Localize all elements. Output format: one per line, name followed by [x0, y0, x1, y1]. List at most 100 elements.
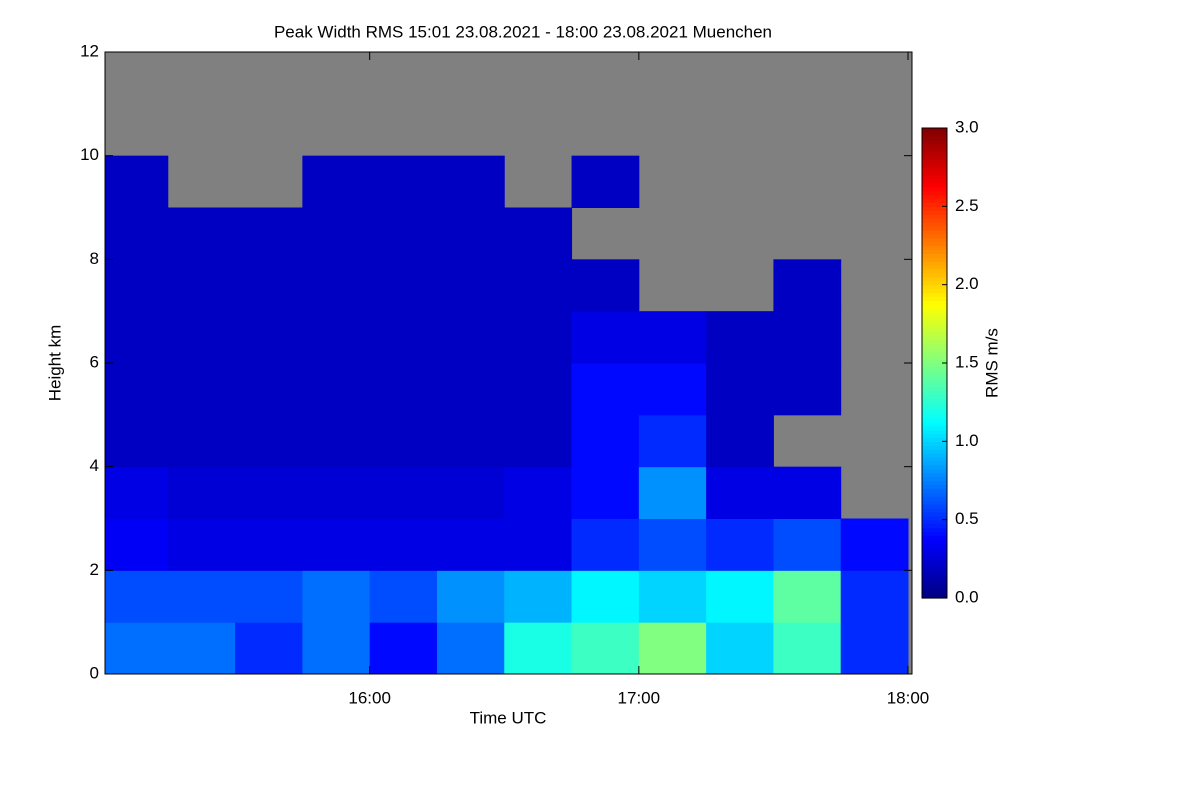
y-tick-label: 8 [90, 249, 99, 268]
colorbar-gradient [922, 182, 947, 188]
colorbar-gradient [922, 398, 947, 403]
colorbar-gradient [922, 343, 947, 348]
heatmap-cell [369, 259, 438, 312]
heatmap-cell [436, 518, 505, 571]
heatmap-cell [638, 414, 707, 468]
colorbar-gradient [922, 570, 947, 576]
colorbar-gradient [922, 472, 947, 478]
heatmap-cell [167, 622, 236, 675]
colorbar-gradient [922, 202, 947, 207]
heatmap-cell [302, 518, 371, 571]
heatmap-cell [302, 570, 371, 623]
colorbar-gradient [922, 519, 947, 525]
heatmap-cell [302, 311, 371, 364]
colorbar-gradient [922, 335, 947, 341]
heatmap-cell [105, 570, 169, 623]
heatmap-cell [436, 622, 505, 675]
colorbar-gradient [922, 594, 947, 599]
colorbar-gradient [922, 128, 947, 133]
heatmap-cell [571, 518, 640, 571]
colorbar-gradient [922, 492, 947, 497]
heatmap-cell [235, 207, 303, 260]
heatmap-cell [302, 622, 371, 675]
heatmap-cell [504, 466, 573, 519]
colorbar-gradient [922, 535, 947, 540]
colorbar-gradient [922, 480, 947, 486]
heatmap-cell [773, 518, 842, 571]
colorbar-gradient [922, 218, 947, 223]
colorbar-gradient [922, 175, 947, 180]
colorbar-gradient [922, 378, 947, 384]
heatmap-cell [638, 518, 707, 571]
colorbar-gradient [922, 233, 947, 239]
colorbar-gradient [922, 135, 947, 141]
heatmap-cell [504, 363, 573, 416]
heatmap-cell [105, 155, 169, 208]
heatmap-cell [235, 363, 303, 416]
colorbar-gradient [922, 253, 947, 258]
colorbar-gradient [922, 210, 947, 215]
colorbar-gradient [922, 374, 947, 380]
colorbar-gradient [922, 190, 947, 196]
heatmap-cell [436, 570, 505, 623]
heatmap-cell [706, 363, 774, 416]
heatmap-cell [167, 207, 236, 260]
heatmap-cell [167, 518, 236, 571]
colorbar-gradient [922, 386, 947, 392]
colorbar-gradient [922, 515, 947, 521]
heatmap-cell [436, 466, 505, 519]
heatmap-cell [706, 570, 774, 623]
colorbar-gradient [922, 370, 947, 376]
heatmap-cell [638, 570, 707, 623]
colorbar-gradient [922, 249, 947, 254]
heatmap-cell [302, 259, 371, 312]
colorbar-gradient [922, 347, 947, 352]
heatmap-cell [504, 311, 573, 364]
colorbar-gradient [922, 355, 947, 360]
colorbar-gradient [922, 265, 947, 270]
colorbar-gradient [922, 382, 947, 388]
heatmap-cell [706, 518, 774, 571]
colorbar-tick-label: 2.0 [955, 274, 979, 293]
heatmap-cell [436, 311, 505, 364]
chart-title: Peak Width RMS 15:01 23.08.2021 - 18:00 … [274, 22, 772, 41]
colorbar-gradient [922, 269, 947, 274]
heatmap-cell [302, 466, 371, 519]
heatmap-cell [773, 622, 842, 675]
colorbar-gradient [922, 558, 947, 564]
heatmap-cell [773, 363, 842, 416]
y-axis-label: Height km [45, 325, 64, 402]
colorbar-gradient [922, 460, 947, 466]
y-tick-label: 4 [90, 456, 99, 475]
colorbar-gradient [922, 453, 947, 458]
heatmap-cell [706, 311, 774, 364]
heatmap-cell [235, 259, 303, 312]
colorbar-gradient [922, 484, 947, 489]
heatmap-cell [167, 259, 236, 312]
colorbar-gradient [922, 417, 947, 423]
heatmap-cell [369, 570, 438, 623]
heatmap-cell [369, 466, 438, 519]
heatmap-cell [235, 414, 303, 468]
heatmap-cell [571, 414, 640, 468]
colorbar-gradient [922, 410, 947, 415]
heatmap-cell [504, 207, 573, 260]
heatmap-cell [167, 414, 236, 468]
heatmap-cell [773, 259, 842, 312]
colorbar-gradient [922, 206, 947, 211]
colorbar-gradient [922, 131, 947, 137]
colorbar-gradient [922, 319, 947, 325]
heatmap-cell [840, 570, 909, 623]
colorbar-gradient [922, 261, 947, 266]
heatmap-cell [638, 311, 707, 364]
x-tick-label: 17:00 [618, 688, 661, 707]
colorbar-gradient [922, 468, 947, 474]
colorbar-gradient [922, 147, 947, 153]
heatmap-cell [167, 363, 236, 416]
heatmap-cell [840, 622, 909, 675]
heatmap-cell [105, 622, 169, 675]
colorbar-gradient [922, 507, 947, 513]
colorbar-gradient [922, 225, 947, 231]
heatmap-cell [436, 207, 505, 260]
heatmap-cell [369, 311, 438, 364]
